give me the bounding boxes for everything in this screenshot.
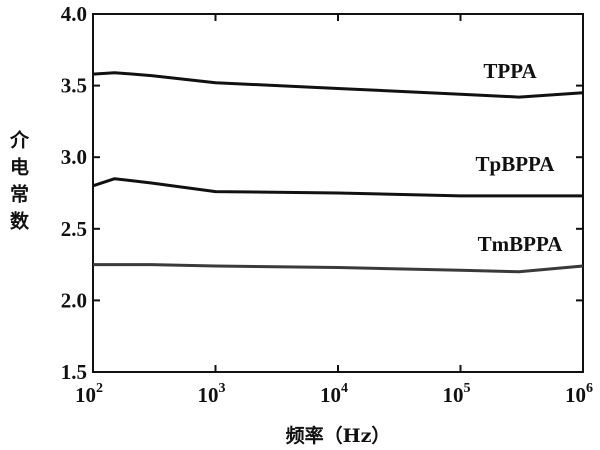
x-tick-label: 104 (320, 381, 348, 407)
y-tick-label: 4.0 (61, 2, 87, 26)
x-tick-power: 2 (96, 381, 103, 396)
series-label: TpBPPA (476, 152, 556, 176)
y-tick-label: 2.5 (61, 217, 87, 241)
y-tick-label: 2.0 (61, 288, 87, 312)
x-tick-label: 103 (198, 381, 226, 407)
y-tick-label: 1.5 (61, 360, 87, 384)
series-label: TPPA (483, 59, 537, 83)
x-tick-power: 4 (341, 381, 348, 396)
series-line (92, 71, 584, 99)
series-line (92, 177, 583, 198)
series-label: TmBPPA (478, 232, 564, 256)
x-tick-base: 10 (443, 383, 464, 407)
x-tick-power: 3 (219, 381, 226, 396)
y-tick-label: 3.0 (61, 145, 87, 169)
x-tick-power: 6 (586, 381, 593, 396)
series-line (93, 263, 584, 274)
x-tick-label: 106 (565, 381, 593, 407)
x-tick-base: 10 (565, 383, 586, 407)
x-tick-base: 10 (320, 383, 341, 407)
x-tick-base: 10 (75, 383, 96, 407)
y-axis-label: 介电常数 (7, 129, 30, 238)
x-tick-label: 102 (75, 381, 103, 407)
x-tick-base: 10 (198, 383, 219, 407)
x-tick-label: 105 (443, 381, 471, 407)
x-axis-label: 频率（Hz） (286, 424, 391, 447)
y-tick-label: 3.5 (61, 74, 87, 98)
x-tick-power: 5 (464, 381, 471, 396)
